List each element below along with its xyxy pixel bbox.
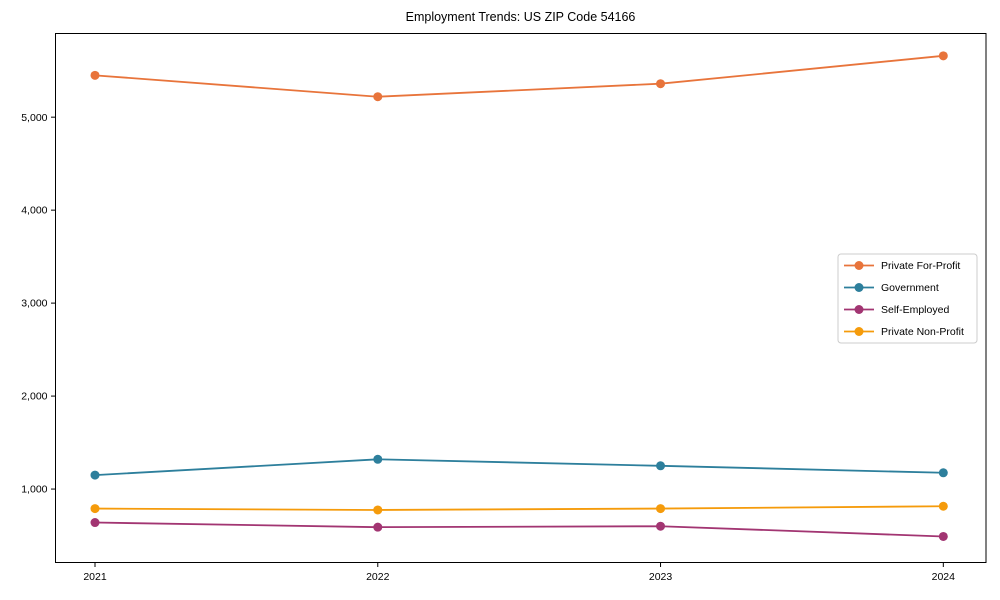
- x-tick-label: 2024: [932, 571, 956, 583]
- series-private-non-profit: [90, 501, 948, 515]
- data-point: [938, 531, 948, 541]
- data-point: [938, 468, 948, 478]
- data-point: [938, 501, 948, 511]
- data-point: [656, 79, 666, 89]
- data-point: [373, 454, 383, 464]
- data-point: [373, 522, 383, 532]
- y-tick-label: 5,000: [21, 112, 47, 124]
- plot-frame: [55, 33, 987, 563]
- y-tick-label: 2,000: [21, 391, 47, 403]
- data-point: [90, 518, 100, 528]
- legend-marker: [854, 283, 864, 292]
- data-point: [373, 92, 383, 102]
- x-tick-label: 2021: [83, 571, 107, 583]
- legend-item-self-employed: Self-Employed: [844, 304, 949, 316]
- data-point: [90, 70, 100, 80]
- series-government: [90, 454, 948, 480]
- legend: Private For-Profit Government Self-Employe…: [837, 253, 978, 344]
- chart-title: Employment Trends: US ZIP Code 54166: [405, 10, 636, 24]
- y-axis: 1,000 2,000 3,000 4,000 5,000: [21, 112, 56, 496]
- legend-item-private-non-profit: Private Non-Profit: [844, 326, 964, 338]
- legend-label: Government: [881, 282, 939, 294]
- x-tick-label: 2022: [366, 571, 390, 583]
- data-point: [373, 505, 383, 515]
- legend-label: Private For-Profit: [881, 260, 960, 272]
- x-axis: 2021 2022 2023 2024: [83, 562, 956, 583]
- series-private-for-profit: [90, 51, 948, 102]
- legend-item-government: Government: [844, 282, 939, 294]
- legend-marker: [854, 305, 864, 314]
- legend-label: Self-Employed: [881, 304, 949, 316]
- series-line: [94, 521, 944, 538]
- legend-item-private-for-profit: Private For-Profit: [844, 260, 960, 272]
- legend-marker: [854, 261, 864, 270]
- legend-box: [837, 253, 978, 344]
- series-line: [94, 458, 944, 477]
- series-self-employed: [90, 518, 948, 541]
- legend-label: Private Non-Profit: [881, 326, 964, 338]
- y-tick-label: 3,000: [21, 298, 47, 310]
- data-point: [656, 521, 666, 531]
- y-tick-label: 4,000: [21, 205, 47, 217]
- x-tick-label: 2023: [649, 571, 673, 583]
- data-point: [656, 504, 666, 514]
- legend-marker: [854, 327, 864, 336]
- series-line: [94, 505, 944, 511]
- data-point: [90, 470, 100, 480]
- series-line: [94, 54, 944, 98]
- data-point: [938, 51, 948, 61]
- y-tick-label: 1,000: [21, 484, 47, 496]
- data-point: [90, 504, 100, 514]
- data-point: [656, 461, 666, 471]
